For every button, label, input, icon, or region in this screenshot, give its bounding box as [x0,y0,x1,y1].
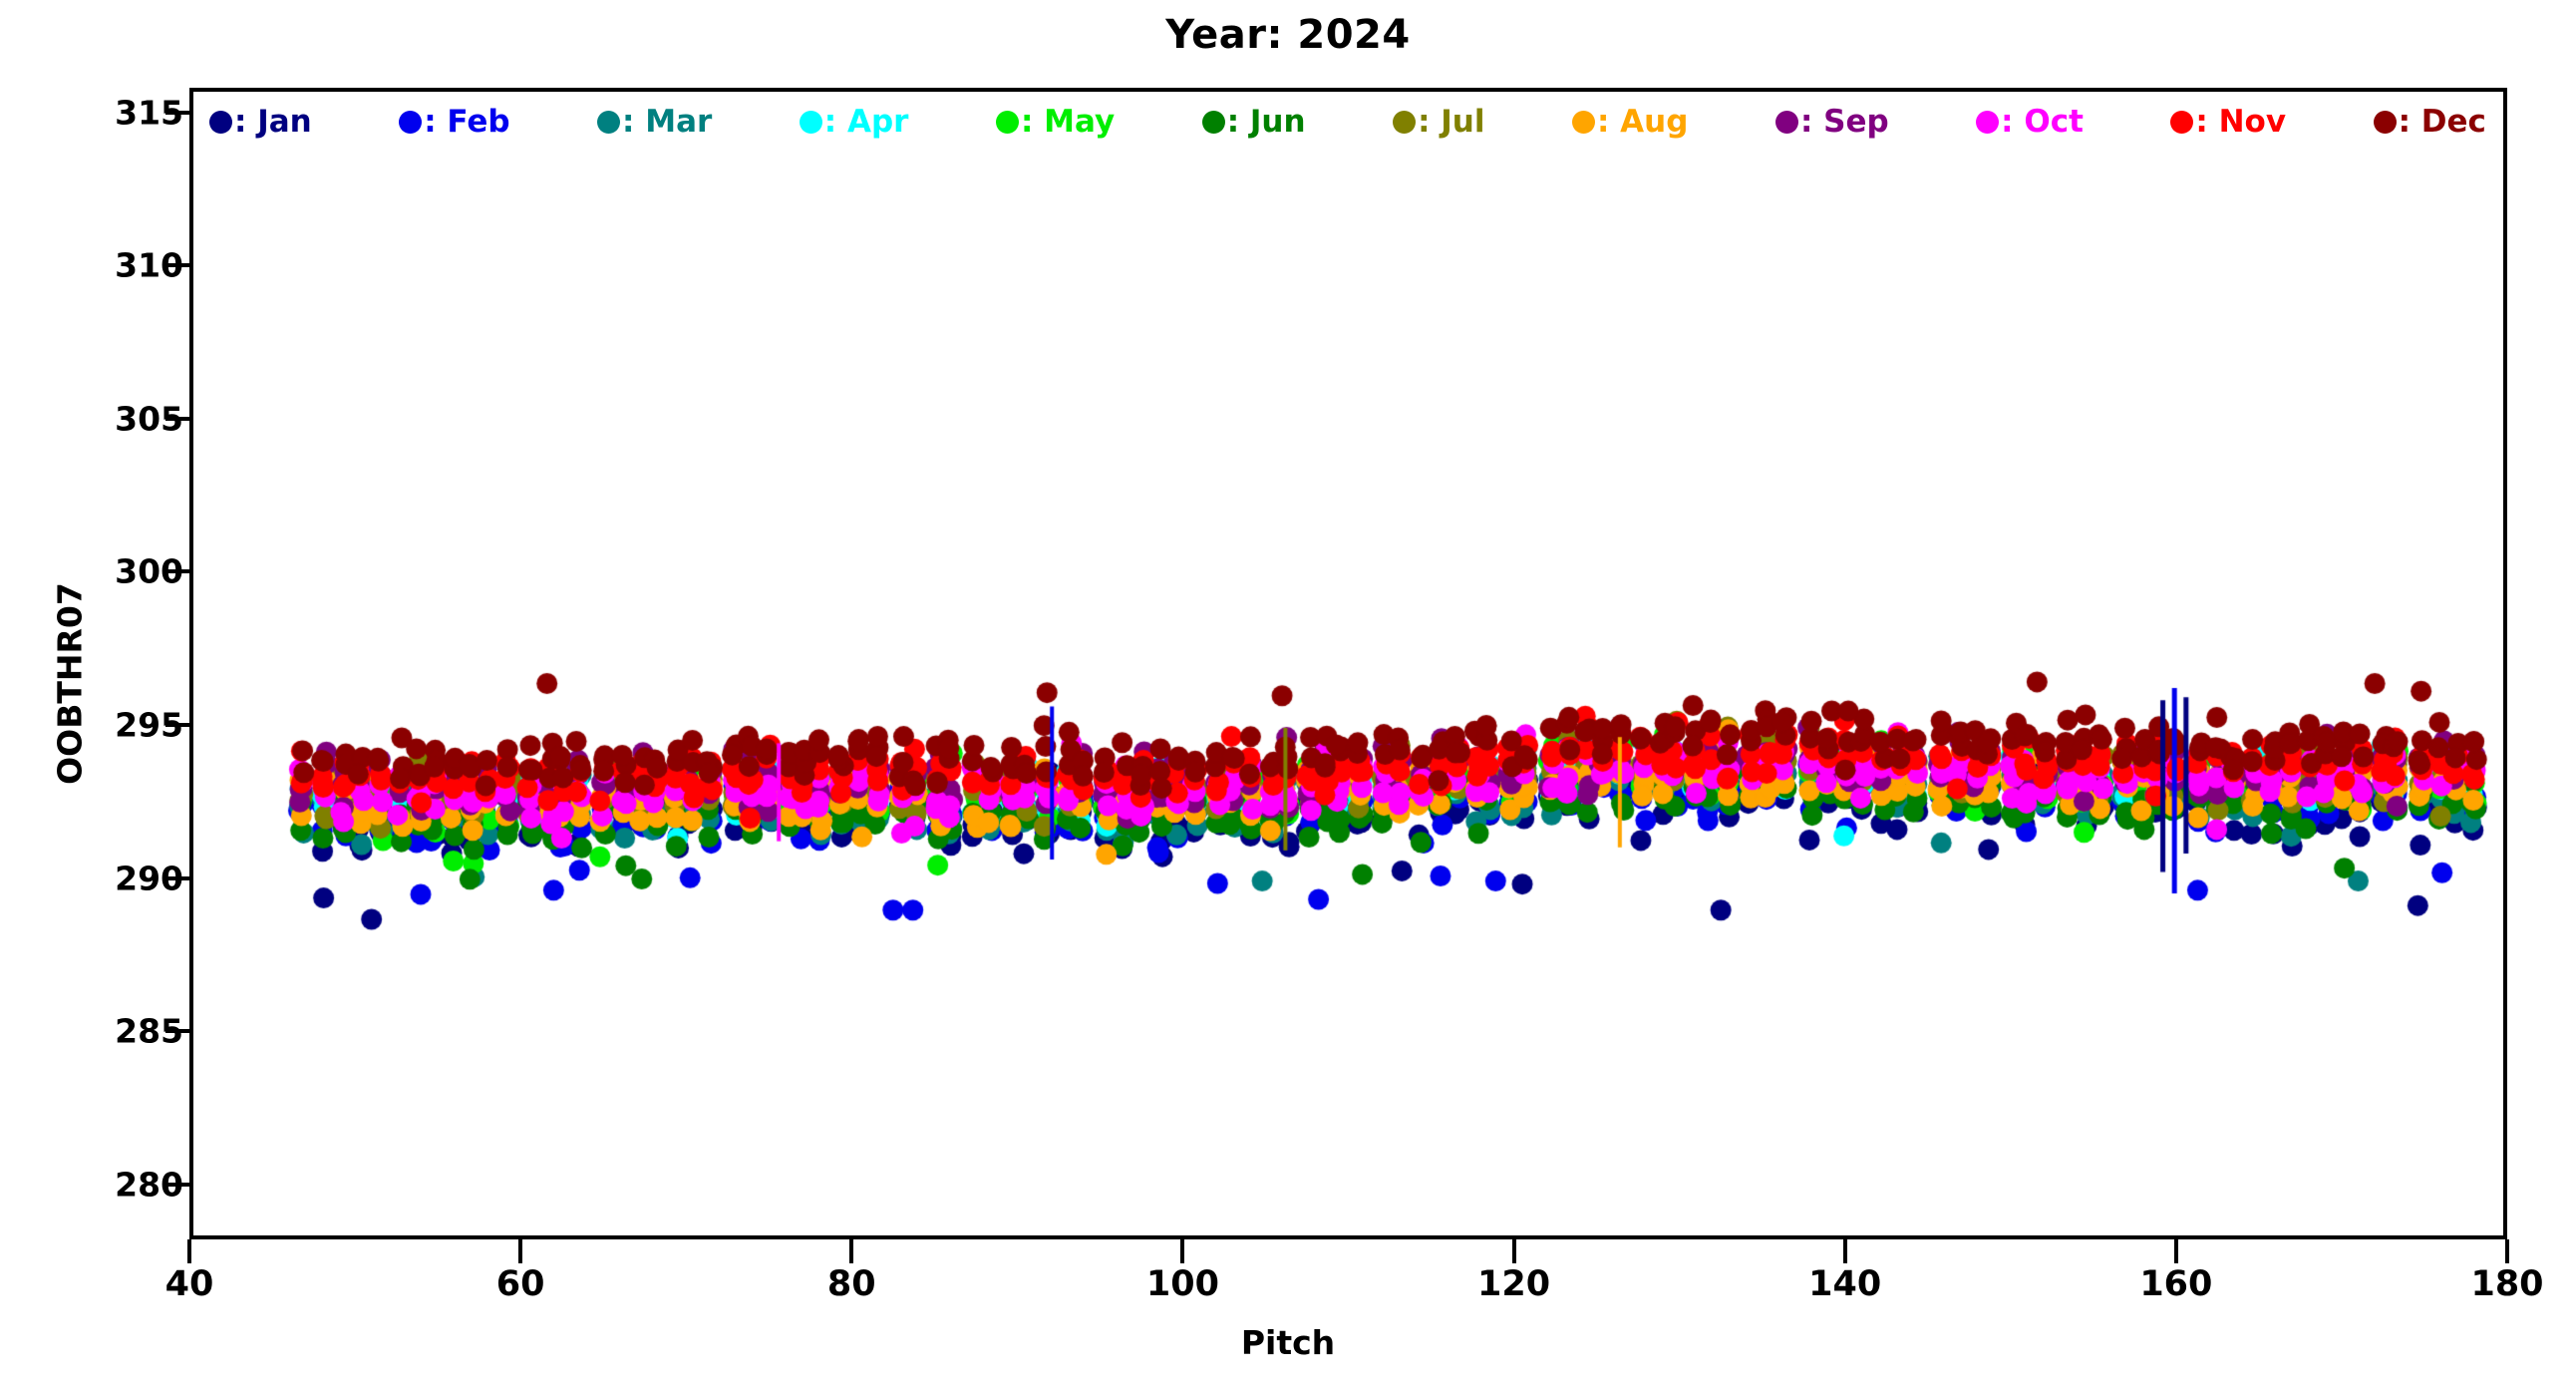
x-tick-mark [187,1239,191,1263]
x-tick-label: 160 [2139,1264,2213,1304]
y-tick-mark [165,1182,189,1187]
x-tick-label: 40 [164,1264,214,1304]
y-tick-mark [165,110,189,115]
x-tick-label: 180 [2470,1264,2544,1304]
x-tick-mark [518,1239,523,1263]
y-tick-mark [165,416,189,421]
x-tick-mark [1180,1239,1185,1263]
x-tick-mark [2173,1239,2178,1263]
x-tick-label: 60 [495,1264,545,1304]
y-tick-mark [165,722,189,727]
plot-area [189,88,2507,1239]
x-tick-label: 100 [1145,1264,1219,1304]
y-axis-label: OOBTHR07 [50,582,90,785]
x-tick-mark [2505,1239,2509,1263]
page-title: Year: 2024 [1165,12,1411,58]
y-tick-mark [165,263,189,268]
y-tick-mark [165,1029,189,1034]
x-tick-label: 80 [826,1264,876,1304]
x-axis-label: Pitch [1240,1323,1336,1362]
y-tick-mark [165,569,189,574]
y-tick-mark [165,875,189,880]
x-tick-mark [849,1239,854,1263]
scatter-canvas [193,92,2503,1235]
x-tick-mark [1842,1239,1847,1263]
x-tick-mark [1511,1239,1516,1263]
x-tick-label: 140 [1808,1264,1882,1304]
x-tick-label: 120 [1477,1264,1551,1304]
